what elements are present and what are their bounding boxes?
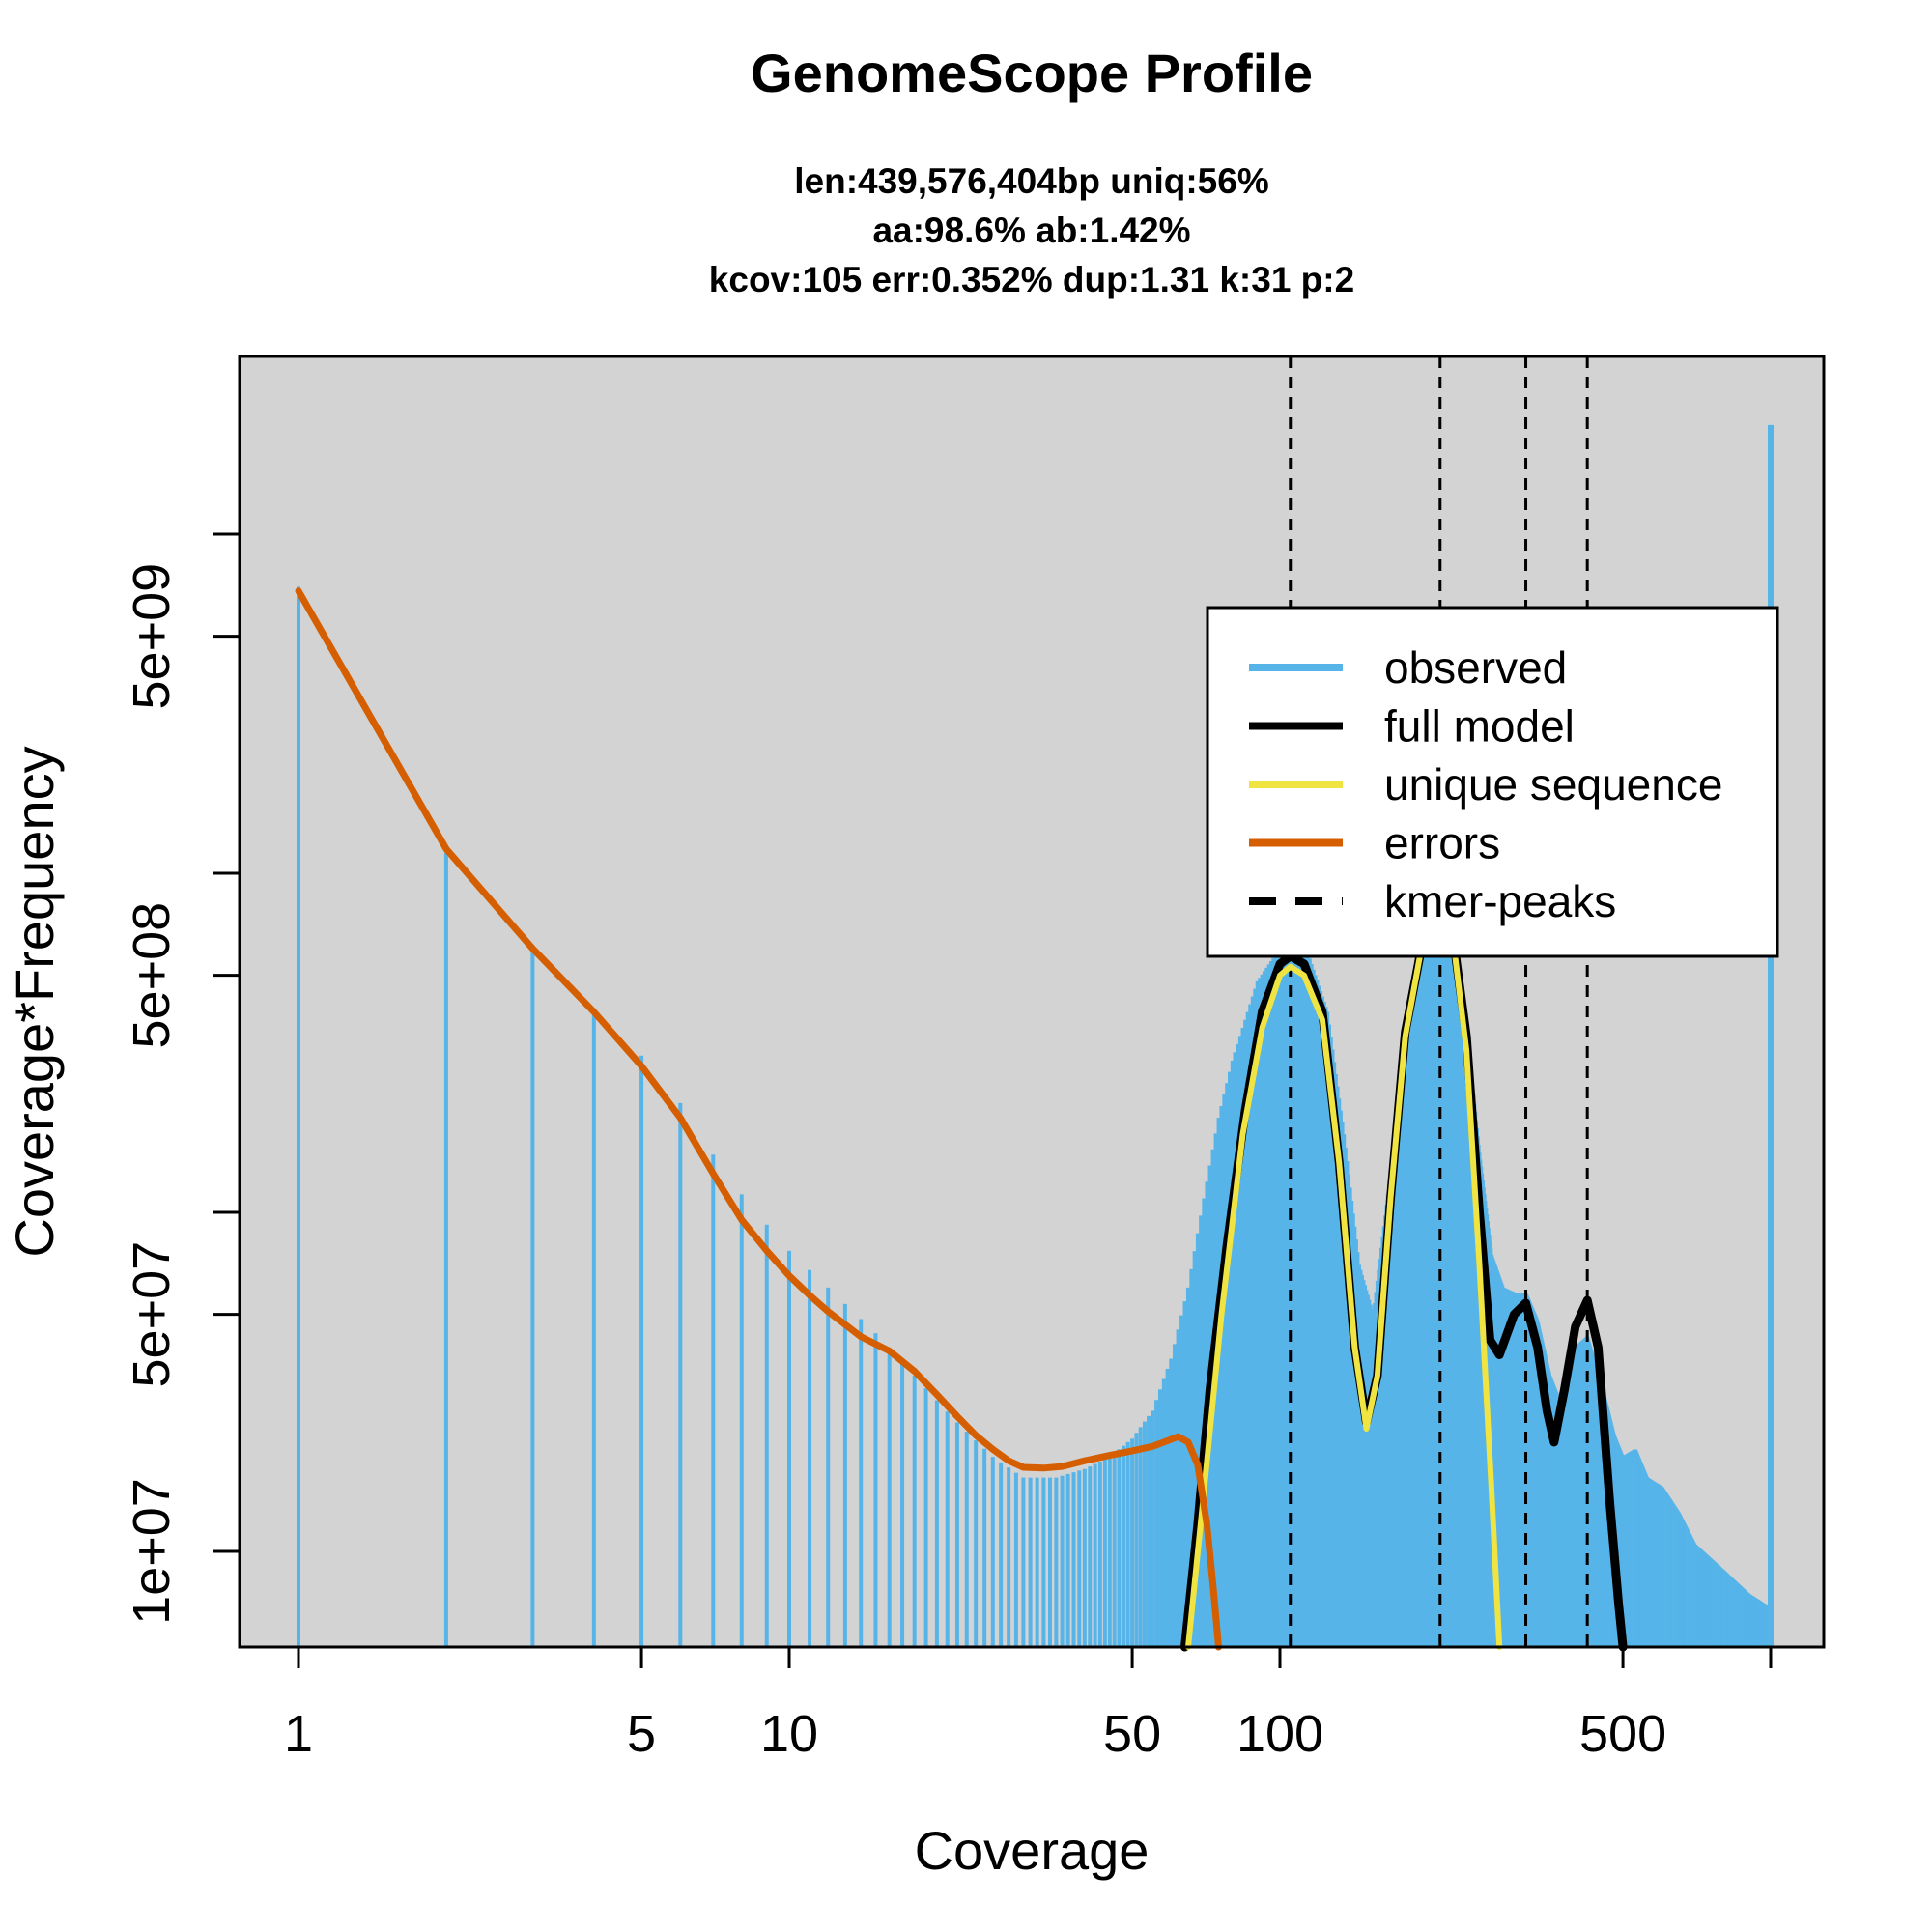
x-axis-label: Coverage [915, 1820, 1150, 1881]
y-tick-label: 5e+08 [123, 902, 181, 1049]
chart-title: GenomeScope Profile [751, 43, 1313, 103]
errors-curve [295, 587, 1222, 1651]
legend-label: observed [1384, 642, 1567, 693]
y-axis-label: Coverage*Frequency [4, 746, 65, 1257]
kmer-peak-lines [1289, 356, 1589, 1647]
chart-subtitle-line-3: kcov:105 err:0.352% dup:1.31 k:31 p:2 [709, 260, 1354, 299]
legend-label: kmer-peaks [1384, 876, 1616, 926]
y-tick-label: 1e+07 [123, 1478, 181, 1625]
x-tick-label: 500 [1579, 1705, 1666, 1763]
legend-label: unique sequence [1384, 759, 1722, 810]
chart-subtitle-line-2: aa:98.6% ab:1.42% [872, 211, 1190, 250]
y-tick-label: 5e+07 [123, 1241, 181, 1388]
x-tick-label: 1 [284, 1705, 313, 1763]
y-tick-label: 5e+09 [123, 563, 181, 710]
legend-label: errors [1384, 818, 1500, 868]
x-tick-label: 100 [1236, 1705, 1323, 1763]
x-tick-label: 10 [760, 1705, 818, 1763]
x-axis: 1 5 10 50 100 500 [284, 1647, 1773, 1763]
x-tick-label: 5 [627, 1705, 656, 1763]
unique-sequence-curve [1185, 910, 1503, 1650]
legend: observed full model unique sequence errors k… [1206, 606, 1779, 958]
plot-frame [238, 355, 1826, 1649]
y-axis: 1e+07 5e+07 5e+08 5e+09 [123, 532, 240, 1625]
x-tick-label: 50 [1103, 1705, 1161, 1763]
chart-subtitle-line-1: len:439,576,404bp uniq:56% [794, 161, 1268, 201]
legend-label: full model [1384, 701, 1575, 752]
